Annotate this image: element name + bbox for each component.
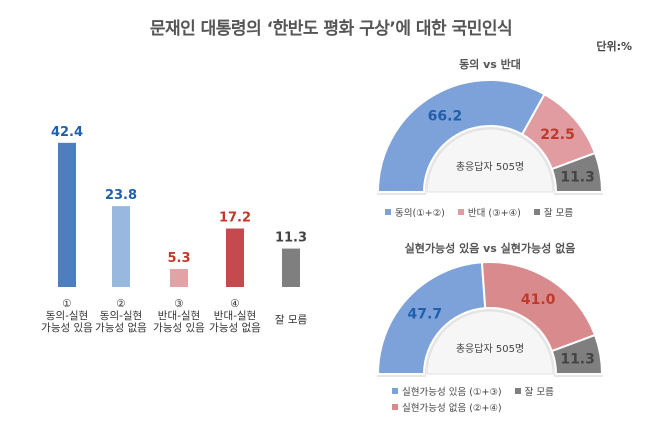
bar-category-label: ③ [174,298,183,310]
bar-category-label: 가능성 없음 [95,321,147,334]
unit-label: 단위:% [596,40,632,53]
donut-slice-label: 41.0 [521,292,556,308]
donut-slice-label: 11.3 [560,351,595,367]
bar-category-label: ④ [230,298,239,310]
legend-item: 동의(①+②) [385,205,445,219]
donut2-legend: 실현가능성 있음 (①+③) 잘 모름 실현가능성 없음 (②+④) [392,384,652,414]
bar-category-label: 가능성 있음 [153,322,205,334]
donut-slice [550,333,604,375]
bar-category-label: 가능성 없음 [209,321,261,334]
donut-slice-label: 11.3 [560,169,595,185]
donut1-title: 동의 vs 반대 [459,58,521,71]
legend-item: 반대 (③+④) [457,205,521,219]
bar [282,248,300,287]
bar-category-label: ① [62,298,71,310]
bar-value-label: 17.2 [219,211,251,226]
donut2-title: 실현가능성 있음 vs 실현가능성 없음 [404,242,576,255]
legend-label: 반대 (③+④) [467,208,521,219]
donut-slice-label: 66.2 [428,108,463,124]
donut-slice-label: 22.5 [540,127,575,143]
donut-slice [376,261,487,375]
donut-slice [550,151,604,193]
donut-center [426,128,554,193]
chart-title: 문재인 대통령의 ‘한반도 평화 구상’에 대한 국민인식 [149,19,513,39]
bar [112,206,130,287]
bar-category-label: 가능성 있음 [41,322,93,334]
bar-category-label: ② [116,298,125,310]
bar-category-label: 동의-실현 [46,310,88,322]
donut-center-text: 총응답자 505명 [456,343,524,355]
bar-value-label: 5.3 [167,251,190,266]
legend-label: 실현가능성 없음 (②+④) [402,403,502,414]
legend-label: 동의(①+②) [395,208,445,219]
legend-label: 잘 모름 [524,387,554,398]
bar-value-label: 42.4 [51,125,83,140]
donut-slice-label: 47.7 [408,306,443,322]
legend-item: 실현가능성 있음 (①+③) [392,384,502,398]
legend-item: 잘 모름 [514,384,554,398]
bar [226,228,244,287]
legend-label: 실현가능성 있음 (①+③) [402,387,502,398]
legend-item: 잘 모름 [533,205,574,219]
bar [170,268,188,287]
bar [58,142,76,287]
donut-center-text: 총응답자 505명 [456,161,524,173]
donut1-legend: 동의(①+②) 반대 (③+④) 잘 모름 [385,205,645,219]
bar-category-label: 반대-실현 [158,310,200,322]
legend-item: 실현가능성 없음 (②+④) [392,400,502,414]
donut-center [426,310,554,375]
donut-slice [376,79,546,193]
legend-label: 잘 모름 [543,208,574,219]
bar-category-label: 동의-실현 [100,310,142,322]
bar-category-label: 잘 모름 [275,314,308,326]
bar-value-label: 11.3 [275,231,307,246]
bar-category-label: 반대-실현 [214,310,256,322]
bar-value-label: 23.8 [105,188,137,203]
